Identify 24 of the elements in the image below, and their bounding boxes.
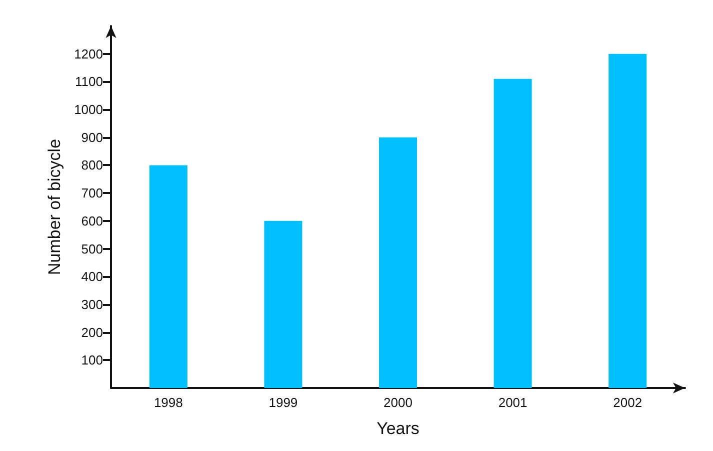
y-tick-label: 600: [81, 213, 103, 228]
y-tick-label: 700: [81, 186, 103, 201]
y-tick-label: 200: [81, 324, 103, 340]
bar: [379, 137, 417, 388]
y-tick-label: 1100: [75, 74, 103, 90]
x-tick-label: 2002: [613, 395, 642, 410]
x-tick-label: 2000: [384, 395, 412, 410]
x-tick-label: 2001: [498, 395, 528, 410]
y-tick-label: 300: [81, 296, 103, 312]
bar: [149, 165, 188, 388]
y-axis-title: Number of bicycle: [45, 138, 64, 276]
bar: [608, 54, 647, 388]
y-tick-label: 100: [81, 352, 103, 368]
y-tick-label: 1000: [74, 102, 103, 118]
y-tick-label: 1200: [74, 46, 103, 62]
y-tick-label: 800: [81, 158, 103, 173]
bar: [494, 78, 532, 388]
bar: [264, 220, 302, 388]
y-tick-label: 900: [81, 130, 103, 145]
x-tick-label: 1998: [154, 395, 183, 410]
y-tick-label: 500: [81, 241, 103, 256]
x-tick-label: 1999: [268, 395, 298, 410]
y-tick-label: 400: [81, 269, 103, 284]
x-axis-title: Years: [376, 419, 420, 438]
